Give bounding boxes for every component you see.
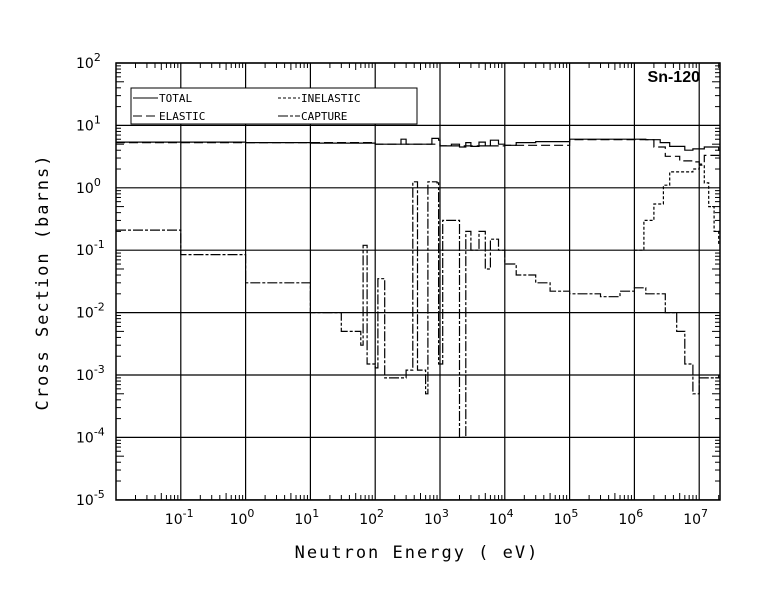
- y-tick-exponent: -4: [94, 425, 105, 438]
- y-tick-label: 102: [76, 51, 101, 72]
- series-elastic-line: [116, 139, 720, 165]
- x-tick-label: 106: [618, 507, 643, 528]
- x-tick-label: 101: [294, 507, 319, 528]
- x-tick-exponent: 1: [312, 507, 319, 520]
- y-tick-exponent: 2: [94, 51, 101, 64]
- chart-title: Sn-120: [648, 69, 701, 86]
- x-tick-exponent: 6: [636, 507, 643, 520]
- y-tick-exponent: -2: [94, 301, 105, 314]
- x-tick-exponent: 4: [507, 507, 514, 520]
- x-tick-label: 107: [683, 507, 708, 528]
- y-tick-exponent: -5: [94, 488, 105, 501]
- series-inelastic-line: [634, 164, 720, 251]
- legend-label-capture: CAPTURE: [301, 110, 347, 123]
- minor-ticks: [116, 63, 720, 500]
- legend-label-inelastic: INELASTIC: [301, 92, 361, 105]
- y-tick-label: 10-1: [76, 238, 105, 259]
- legend-label-total: TOTAL: [159, 92, 192, 105]
- x-tick-label: 105: [554, 507, 579, 528]
- y-tick-exponent: -3: [94, 363, 105, 376]
- x-tick-exponent: 7: [701, 507, 708, 520]
- x-tick-label: 10-1: [165, 507, 194, 528]
- plot-frame: [115, 62, 721, 501]
- y-tick-label: 101: [76, 113, 101, 134]
- y-tick-label: 10-2: [76, 301, 105, 322]
- y-tick-label: 10-3: [76, 363, 105, 384]
- y-tick-label: 10-5: [76, 488, 105, 509]
- y-tick-exponent: 0: [94, 176, 101, 189]
- y-tick-exponent: 1: [94, 113, 101, 126]
- x-tick-label: 103: [424, 507, 449, 528]
- x-tick-label: 100: [230, 507, 255, 528]
- y-axis-title: Cross Section (barns): [33, 154, 53, 411]
- y-tick-exponent: -1: [94, 238, 105, 251]
- x-tick-exponent: 5: [571, 507, 578, 520]
- x-tick-exponent: 3: [442, 507, 449, 520]
- x-tick-exponent: -1: [183, 507, 194, 520]
- y-tick-label: 100: [76, 176, 101, 197]
- x-tick-label: 104: [489, 507, 514, 528]
- legend: TOTAL ELASTIC INELASTIC CAPTURE: [130, 87, 418, 125]
- series-group: [116, 137, 720, 438]
- x-tick-exponent: 2: [377, 507, 384, 520]
- series-capture-line: [116, 181, 720, 438]
- x-tick-exponent: 0: [247, 507, 254, 520]
- x-axis-title: Neutron Energy ( eV): [295, 543, 540, 563]
- series-total-line: [116, 137, 720, 151]
- tick-labels: 10-1 100 101 102 103 104 105 106 10710210110010-…: [76, 51, 708, 528]
- legend-box: [130, 87, 418, 125]
- legend-label-elastic: ELASTIC: [159, 110, 205, 123]
- x-tick-label: 102: [359, 507, 384, 528]
- y-tick-label: 10-4: [76, 425, 105, 446]
